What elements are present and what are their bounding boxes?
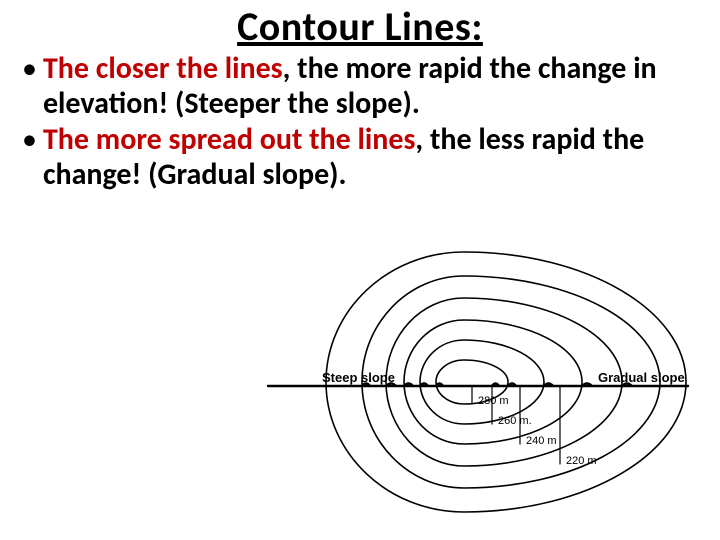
- bullet-text: The closer the lines, the more rapid the…: [43, 51, 702, 122]
- svg-text:Gradual slope: Gradual slope: [598, 370, 685, 385]
- bullet-text: The more spread out the lines, the less …: [43, 122, 702, 193]
- contour-svg: 280 m 260 m. 240 m 220 m Steep slope Gradual …: [264, 232, 692, 532]
- bullet-lead: The more spread out the lines: [43, 121, 415, 158]
- svg-text:260 m.: 260 m.: [498, 415, 532, 427]
- bullet-lead: The closer the lines: [43, 50, 283, 87]
- bullet-item: • The more spread out the lines, the les…: [22, 122, 702, 193]
- bullet-list: • The closer the lines, the more rapid t…: [0, 51, 720, 193]
- svg-text:280 m: 280 m: [478, 395, 509, 407]
- page-title: Contour Lines:: [0, 0, 720, 51]
- bullet-dot-icon: •: [22, 122, 37, 157]
- svg-text:220 m: 220 m: [566, 455, 597, 467]
- svg-text:240 m: 240 m: [526, 435, 557, 447]
- svg-text:Steep slope: Steep slope: [322, 370, 395, 385]
- contour-diagram: 280 m 260 m. 240 m 220 m Steep slope Gradual …: [264, 232, 692, 532]
- bullet-dot-icon: •: [22, 51, 37, 86]
- bullet-item: • The closer the lines, the more rapid t…: [22, 51, 702, 122]
